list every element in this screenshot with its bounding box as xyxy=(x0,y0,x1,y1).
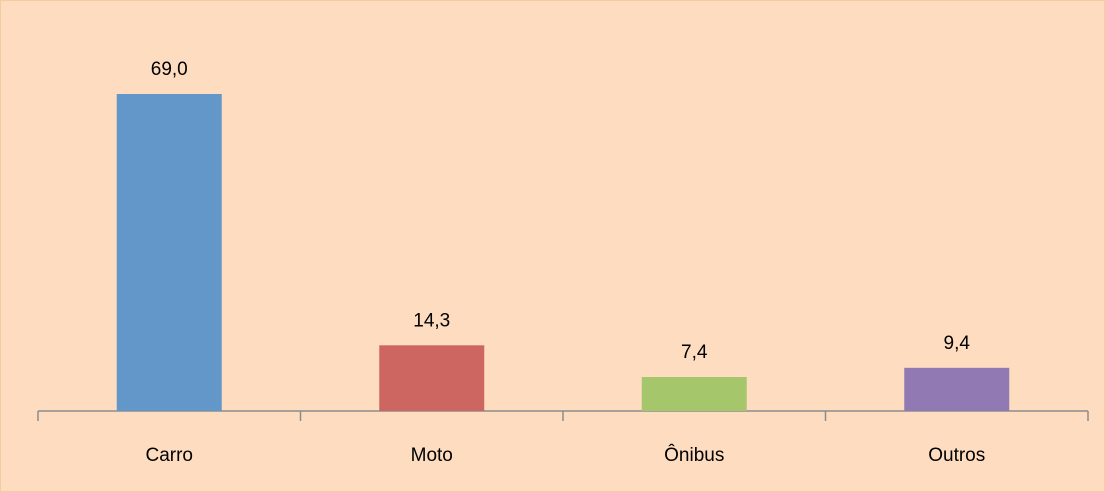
bar xyxy=(641,377,747,411)
bar xyxy=(116,94,222,411)
x-tick-label: Carro xyxy=(145,445,193,466)
x-tick-label: Ônibus xyxy=(664,444,724,466)
bar xyxy=(379,345,485,411)
value-label: 69,0 xyxy=(151,59,188,80)
x-tick-label: Outros xyxy=(928,445,985,466)
x-tick-label: Moto xyxy=(411,445,453,466)
value-label: 14,3 xyxy=(413,310,450,331)
value-label: 9,4 xyxy=(944,333,971,354)
value-label: 7,4 xyxy=(681,342,708,363)
bar xyxy=(904,367,1010,411)
